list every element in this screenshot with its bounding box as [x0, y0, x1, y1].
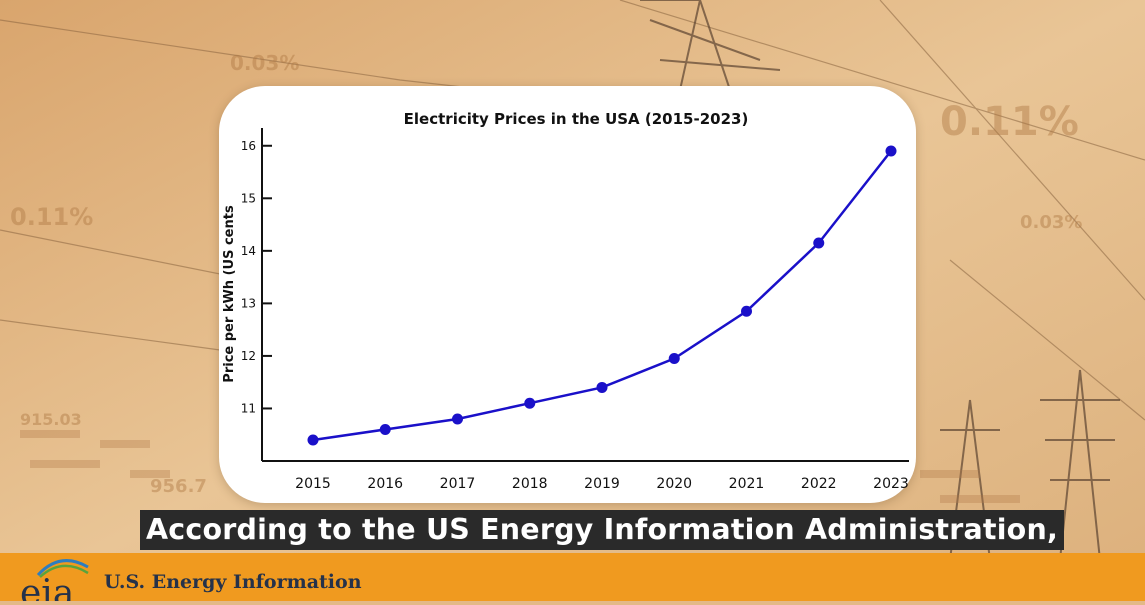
y-axis-label: Price per kWh (US cents	[222, 205, 237, 383]
y-tick-label: 16	[241, 139, 256, 153]
x-tick-label: 2021	[729, 476, 765, 492]
y-tick-label: 14	[241, 244, 256, 258]
series-line	[312, 150, 892, 442]
eia-logo-text: eia	[20, 573, 74, 601]
y-tick-label: 12	[241, 349, 256, 363]
chart-card: Electricity Prices in the USA (2015-2023…	[219, 86, 916, 503]
y-tick-label: 15	[241, 191, 256, 205]
y-tick-label: 13	[241, 296, 256, 310]
eia-logo: eia	[18, 553, 106, 605]
data-point	[813, 237, 825, 249]
subtitle-caption: According to the US Energy Information A…	[140, 510, 1064, 550]
bg-label: 956.7	[150, 476, 207, 497]
y-tick-label: 11	[241, 401, 256, 415]
org-name: U.S. Energy Information	[104, 571, 362, 593]
data-point	[379, 423, 391, 435]
x-tick-label: 2022	[801, 476, 837, 492]
x-tick-label: 2020	[656, 476, 692, 492]
x-tick-label: 2018	[512, 476, 548, 492]
data-point	[596, 381, 608, 393]
x-tick-label: 2016	[367, 476, 403, 492]
bg-label: 0.11%	[10, 203, 93, 231]
data-point	[452, 413, 463, 425]
bg-label: 0.03%	[230, 51, 299, 75]
x-tick-label: 2017	[440, 476, 476, 492]
x-tick-label: 2015	[295, 476, 331, 492]
data-point	[524, 397, 536, 409]
bg-label: 0.11%	[940, 99, 1079, 145]
line-chart: Electricity Prices in the USA (2015-2023…	[222, 110, 909, 492]
data-point	[307, 434, 319, 446]
bg-label: 0.03%	[1020, 212, 1082, 233]
data-point	[885, 145, 897, 157]
bg-label: 915.03	[20, 410, 82, 429]
x-tick-label: 2023	[873, 476, 909, 492]
data-point	[741, 305, 752, 317]
chart-title: Electricity Prices in the USA (2015-2023…	[404, 110, 749, 128]
data-point	[668, 353, 680, 365]
footer-banner: eia U.S. Energy Information	[0, 553, 1145, 605]
x-tick-label: 2019	[584, 476, 620, 492]
